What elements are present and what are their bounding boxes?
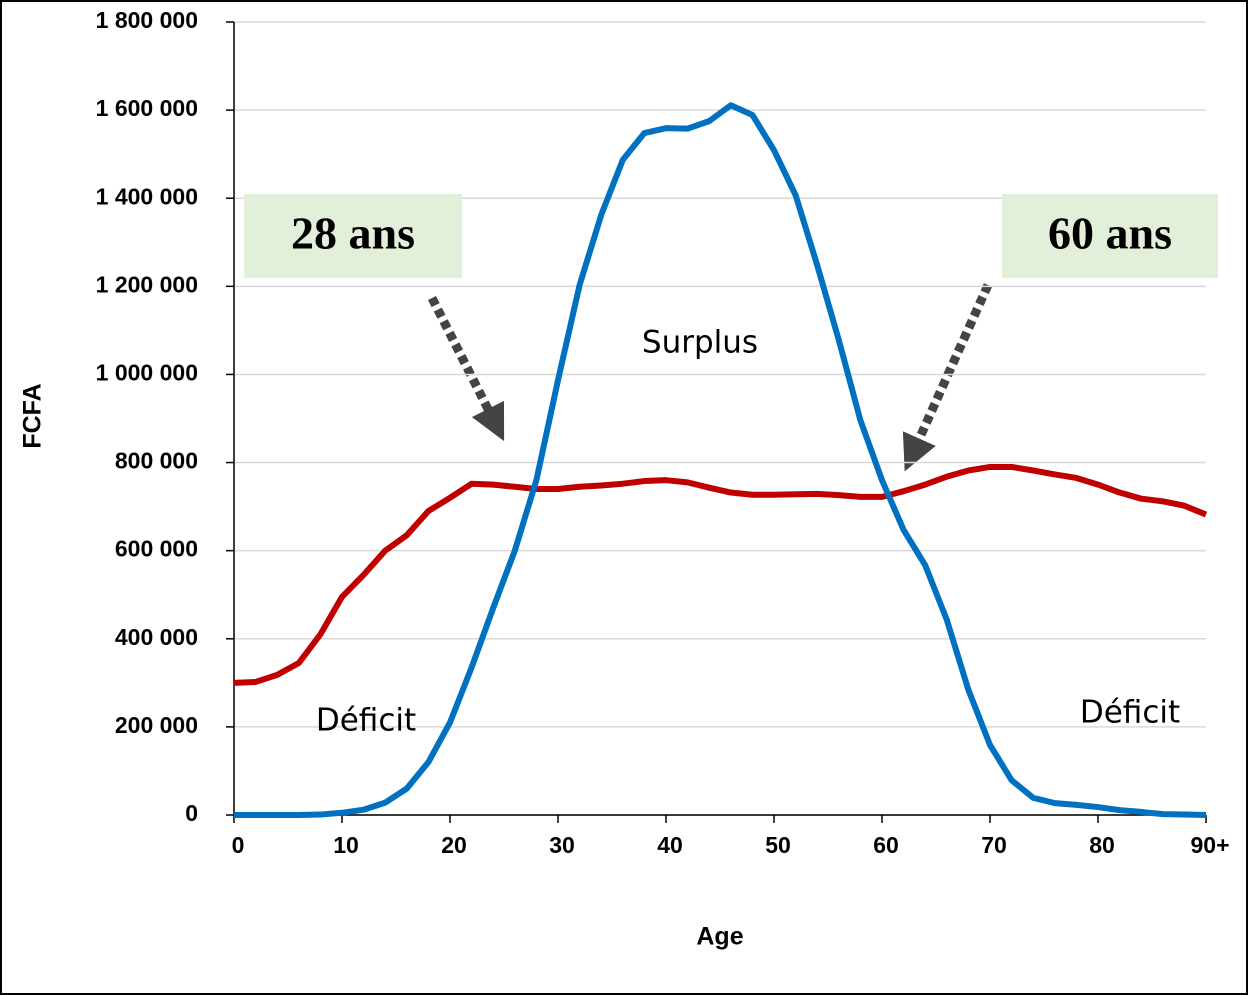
- x-tick-label: 70: [981, 832, 1007, 858]
- x-tick-label: 50: [765, 832, 791, 858]
- x-tick-label: 10: [333, 832, 359, 858]
- arrow: [427, 295, 505, 442]
- y-axis-title: FCFA: [19, 383, 47, 448]
- data-line: [234, 102, 1207, 818]
- y-tick-label: 400 000: [115, 624, 198, 650]
- x-tick-label: 90+: [1190, 832, 1229, 858]
- data-line: [233, 463, 1208, 686]
- y-tick-label: 200 000: [115, 712, 198, 738]
- annotation: 60 ans: [1048, 208, 1172, 259]
- annotation-box: [1002, 194, 1218, 278]
- x-tick-label: 0: [232, 832, 245, 858]
- y-tick-label: 0: [185, 800, 198, 826]
- y-tick-label: 600 000: [115, 536, 198, 562]
- y-tick-label: 1 000 000: [96, 360, 198, 386]
- x-axis-title: Age: [696, 923, 743, 951]
- annotation: 28 ans: [291, 208, 415, 259]
- x-tick-label: 30: [549, 832, 575, 858]
- x-tick-label: 80: [1089, 832, 1115, 858]
- annotation: Déficit: [316, 703, 416, 739]
- y-tick-label: 1 600 000: [96, 95, 198, 121]
- arrow: [902, 283, 993, 472]
- y-tick-label: 1 800 000: [96, 7, 198, 33]
- annotation-box: [244, 194, 462, 278]
- annotation: Déficit: [1080, 695, 1180, 731]
- annotation: Surplus: [642, 325, 758, 361]
- x-tick-label: 40: [657, 832, 683, 858]
- y-tick-label: 800 000: [115, 448, 198, 474]
- x-tick-label: 20: [441, 832, 467, 858]
- y-tick-label: 1 400 000: [96, 183, 198, 209]
- x-tick-label: 60: [873, 832, 899, 858]
- y-tick-label: 1 200 000: [96, 271, 198, 297]
